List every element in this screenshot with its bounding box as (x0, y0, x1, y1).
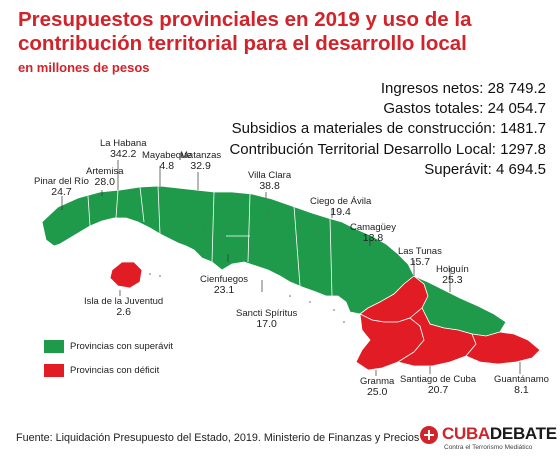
label-la-habana: La Habana 342.2 (100, 138, 147, 160)
label-las-tunas: Las Tunas 15.7 (398, 246, 442, 268)
summary-stats: Ingresos netos: 28 749.2 Gastos totales:… (229, 79, 546, 180)
stat-ingresos: Ingresos netos: 28 749.2 (380, 80, 546, 97)
stat-gastos: Gastos totales: 24 054.7 (383, 100, 546, 118)
map-title: Presupuestos provinciales en 2019 y uso … (18, 8, 472, 55)
source-note: Fuente: Liquidación Presupuesto del Esta… (16, 432, 420, 444)
map-subtitle: en millones de pesos (18, 60, 150, 75)
label-holguin: Holguín 25.3 (436, 264, 469, 286)
label-santiago-de-cuba: Santiago de Cuba 20.7 (400, 374, 477, 396)
logo-tagline: Contra el Terrorismo Mediático (444, 444, 533, 451)
legend-swatch-deficit (44, 364, 64, 377)
label-isla-de-la-juventud: Isla de la Juventud 2.6 (84, 296, 164, 318)
map-santiago-de-cuba (396, 307, 477, 367)
stat-subsidios: Subsidios a materiales de construcción: … (231, 120, 546, 138)
stat-superavit: Superávit: 4 694.5 (424, 160, 546, 178)
label-guantanamo: Guantánamo 8.1 (494, 374, 549, 396)
label-granma: Granma 25.0 (360, 376, 395, 398)
label-camaguey: Camagüey 13.8 (350, 222, 396, 244)
label-ciego-de-avila: Ciego de Ávila 19.4 (310, 196, 372, 218)
province-borders (87, 185, 333, 297)
legend-surplus: Provincias con superávit (44, 340, 173, 353)
map-isla-de-la-juventud (109, 261, 143, 289)
label-matanzas: Matanzas 32.9 (180, 150, 222, 172)
legend-swatch-surplus (44, 340, 64, 353)
map-keys (149, 213, 345, 323)
label-artemisa: Artemisa 28.0 (86, 166, 124, 188)
logo-icon (420, 426, 438, 444)
leader-lines (61, 160, 521, 376)
stat-contribucion: Contribución Territorial Desarrollo Loca… (229, 140, 546, 158)
label-cienfuegos: Cienfuegos 23.1 (200, 274, 249, 296)
logo-name: CUBADEBATE (442, 424, 557, 443)
map-mainland-surplus (41, 185, 415, 315)
label-mayabeque: Mayabeque 4.8 (142, 150, 192, 172)
label-sancti-spiritus: Sancti Spíritus 17.0 (236, 308, 298, 330)
label-pinar-del-rio: Pinar del Río 24.7 (34, 176, 89, 198)
map-guantanamo (465, 331, 541, 365)
legend-deficit: Provincias con déficit (44, 364, 159, 377)
cubadebate-logo: CUBADEBATE Contra el Terrorismo Mediátic… (420, 422, 557, 454)
label-villa-clara: Villa Clara 38.8 (248, 170, 292, 192)
